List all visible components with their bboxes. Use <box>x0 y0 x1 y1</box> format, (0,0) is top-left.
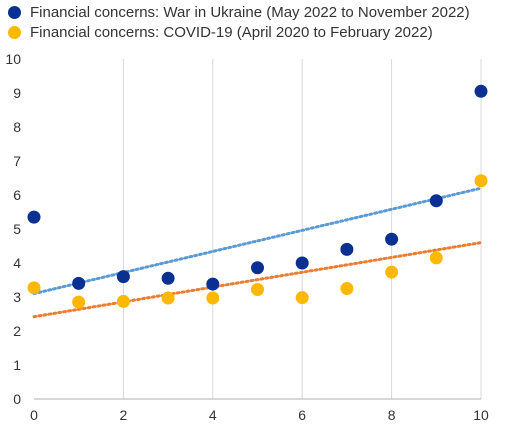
y-tick-label: 9 <box>13 85 21 101</box>
point-series-0-2 <box>116 270 130 284</box>
y-tick-label: 3 <box>13 289 21 305</box>
trendlines <box>32 186 483 319</box>
y-tick-label: 1 <box>13 357 21 373</box>
point-series-1-1 <box>72 295 86 309</box>
x-tick-label: 8 <box>388 407 396 423</box>
point-series-1-7 <box>340 282 354 295</box>
legend-item-war: Financial concerns: War in Ukraine (May … <box>6 2 470 22</box>
point-series-0-7 <box>340 242 354 256</box>
point-series-1-2 <box>116 294 130 308</box>
x-tick-label: 4 <box>209 407 217 423</box>
point-series-0-4 <box>206 277 220 291</box>
y-tick-label: 0 <box>13 391 21 407</box>
x-tick-label: 6 <box>298 407 306 423</box>
legend: Financial concerns: War in Ukraine (May … <box>6 2 470 42</box>
y-tick-label: 8 <box>13 119 21 135</box>
point-series-1-4 <box>206 291 220 305</box>
point-series-0-3 <box>161 271 175 285</box>
point-series-1-0 <box>27 281 41 295</box>
y-tick-label: 4 <box>13 255 21 271</box>
point-series-0-9 <box>429 194 443 208</box>
point-series-0-10 <box>474 84 488 98</box>
point-series-1-10 <box>474 174 488 188</box>
point-series-1-3 <box>161 291 175 305</box>
data-points <box>27 84 488 309</box>
y-tick-label: 5 <box>13 221 21 237</box>
point-series-0-1 <box>72 276 86 290</box>
point-series-0-8 <box>385 232 399 246</box>
y-tick-label: 2 <box>13 323 21 339</box>
legend-item-covid: Financial concerns: COVID-19 (April 2020… <box>6 22 470 42</box>
point-series-0-0 <box>27 210 41 224</box>
point-series-1-5 <box>251 283 264 297</box>
x-tick-label: 2 <box>120 407 128 423</box>
point-series-1-6 <box>295 291 309 305</box>
legend-label-covid: Financial concerns: COVID-19 (April 2020… <box>30 23 433 41</box>
x-tick-label: 10 <box>473 407 489 423</box>
legend-marker-war <box>8 5 21 19</box>
y-tick-label: 10 <box>5 51 21 67</box>
point-series-0-5 <box>251 261 264 275</box>
trendline-series-0 <box>32 186 483 296</box>
y-axis-ticks: 0 1 2 3 4 5 6 7 8 9 10 <box>5 51 21 407</box>
legend-marker-covid <box>8 25 21 39</box>
point-series-1-8 <box>385 265 399 279</box>
x-axis-ticks: 0 2 4 6 8 10 <box>30 407 489 423</box>
trendline-series-1 <box>32 241 483 319</box>
point-series-0-6 <box>295 256 309 270</box>
legend-label-war: Financial concerns: War in Ukraine (May … <box>30 3 470 21</box>
x-tick-label: 0 <box>30 407 38 423</box>
point-series-1-9 <box>429 251 443 265</box>
y-tick-label: 7 <box>13 153 21 169</box>
y-tick-label: 6 <box>13 187 21 203</box>
